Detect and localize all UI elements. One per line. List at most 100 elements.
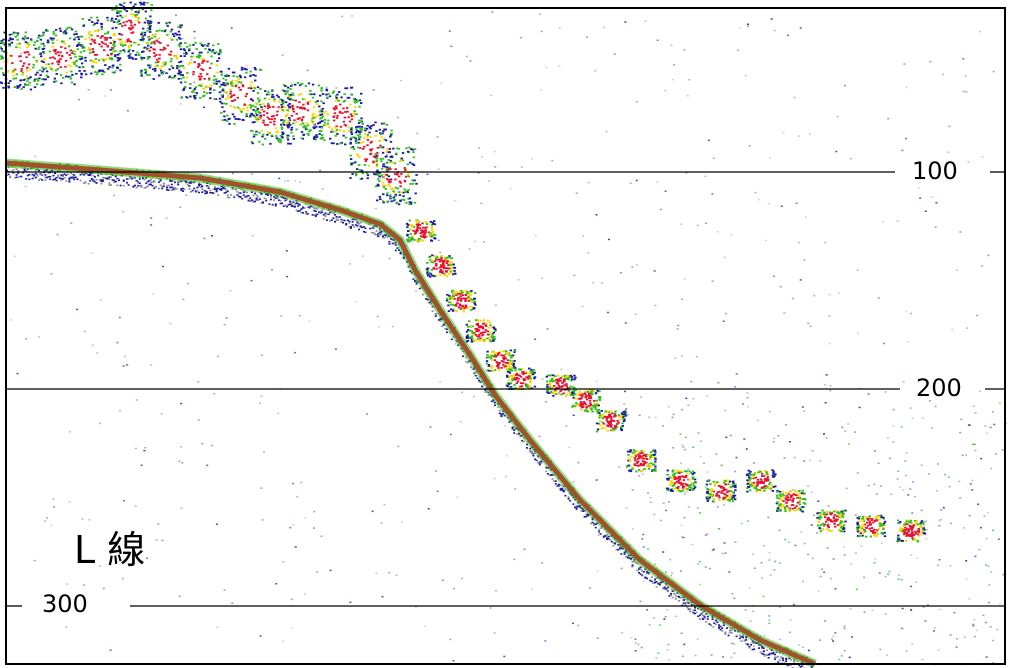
noise-speck bbox=[884, 575, 887, 578]
school-speck bbox=[723, 496, 726, 499]
noise-speck bbox=[890, 493, 893, 496]
school-speck bbox=[84, 56, 87, 59]
school-speck bbox=[387, 184, 390, 186]
school-speck bbox=[182, 89, 185, 91]
school-speck bbox=[801, 498, 804, 500]
school-speck bbox=[300, 131, 304, 133]
noise-speck bbox=[698, 560, 701, 563]
noise-speck bbox=[841, 426, 844, 429]
school-speck bbox=[621, 425, 624, 427]
school-speck bbox=[204, 47, 207, 50]
school-speck bbox=[442, 259, 445, 262]
school-speck bbox=[21, 37, 25, 40]
noise-speck bbox=[909, 312, 912, 315]
noise-speck bbox=[795, 202, 798, 204]
noise-speck bbox=[843, 650, 846, 652]
noise-speck bbox=[896, 220, 899, 222]
noise-speck bbox=[96, 352, 99, 354]
noise-speck bbox=[178, 595, 181, 597]
school-speck bbox=[408, 197, 412, 200]
school-speck bbox=[219, 48, 222, 51]
noise-speck bbox=[303, 593, 306, 595]
noise-speck bbox=[161, 539, 164, 542]
school-speck bbox=[755, 487, 758, 490]
school-speck bbox=[408, 201, 411, 204]
school-speck bbox=[421, 229, 425, 232]
school-speck bbox=[351, 146, 355, 148]
school-speck bbox=[455, 309, 458, 312]
bottom-backscatter bbox=[17, 170, 20, 172]
noise-speck bbox=[283, 180, 286, 182]
school-speck bbox=[26, 84, 30, 86]
school-speck bbox=[404, 190, 408, 193]
school-speck bbox=[638, 457, 641, 460]
school-speck bbox=[732, 485, 735, 487]
school-speck bbox=[627, 458, 631, 460]
school-speck bbox=[154, 65, 157, 68]
noise-speck bbox=[730, 642, 733, 645]
school-speck bbox=[693, 484, 696, 487]
school-speck bbox=[73, 38, 76, 41]
school-speck bbox=[168, 68, 171, 71]
school-speck bbox=[275, 137, 279, 140]
school-speck bbox=[7, 39, 11, 42]
school-speck bbox=[225, 82, 228, 85]
noise-speck bbox=[828, 293, 831, 296]
noise-speck bbox=[634, 642, 637, 644]
school-speck bbox=[513, 384, 516, 386]
school-speck bbox=[618, 415, 621, 418]
school-speck bbox=[171, 33, 175, 35]
school-speck bbox=[368, 126, 371, 128]
school-speck bbox=[132, 31, 135, 34]
school-speck bbox=[449, 257, 453, 260]
school-speck bbox=[194, 41, 197, 44]
school-speck bbox=[43, 58, 46, 60]
school-speck bbox=[44, 63, 48, 66]
school-speck bbox=[166, 33, 169, 36]
school-speck bbox=[100, 41, 104, 43]
school-speck bbox=[45, 29, 48, 31]
school-speck bbox=[905, 540, 908, 542]
school-speck bbox=[132, 13, 135, 16]
noise-speck bbox=[211, 235, 213, 237]
school-speck bbox=[649, 466, 652, 469]
bottom-backscatter bbox=[54, 172, 56, 175]
school-speck bbox=[198, 78, 202, 81]
school-speck bbox=[137, 53, 141, 56]
school-speck bbox=[110, 17, 114, 20]
school-speck bbox=[643, 468, 646, 470]
school-speck bbox=[303, 98, 306, 101]
school-speck bbox=[170, 58, 173, 60]
school-speck bbox=[289, 94, 292, 96]
noise-speck bbox=[448, 30, 451, 32]
noise-speck bbox=[594, 70, 597, 72]
school-speck bbox=[582, 401, 585, 403]
school-speck bbox=[553, 380, 556, 382]
school-speck bbox=[676, 489, 679, 492]
bottom-backscatter bbox=[110, 176, 112, 178]
school-speck bbox=[415, 182, 418, 185]
school-speck bbox=[686, 488, 689, 491]
school-speck bbox=[42, 42, 45, 45]
school-speck bbox=[652, 450, 655, 453]
school-speck bbox=[510, 369, 514, 372]
school-speck bbox=[154, 33, 157, 36]
school-speck bbox=[74, 50, 77, 53]
school-speck bbox=[304, 128, 308, 131]
school-speck bbox=[343, 99, 347, 102]
school-speck bbox=[88, 48, 92, 51]
noise-speck bbox=[659, 519, 662, 522]
school-speck bbox=[45, 70, 49, 73]
noise-speck bbox=[977, 503, 980, 505]
school-speck bbox=[226, 120, 229, 122]
school-speck bbox=[25, 56, 28, 59]
school-speck bbox=[197, 75, 201, 78]
noise-speck bbox=[723, 504, 725, 506]
bottom-backscatter bbox=[92, 179, 95, 181]
noise-speck bbox=[711, 193, 714, 195]
school-speck bbox=[732, 496, 735, 499]
bottom-backscatter bbox=[66, 173, 69, 175]
school-speck bbox=[565, 385, 568, 387]
school-speck bbox=[726, 491, 729, 494]
school-speck bbox=[384, 139, 388, 142]
